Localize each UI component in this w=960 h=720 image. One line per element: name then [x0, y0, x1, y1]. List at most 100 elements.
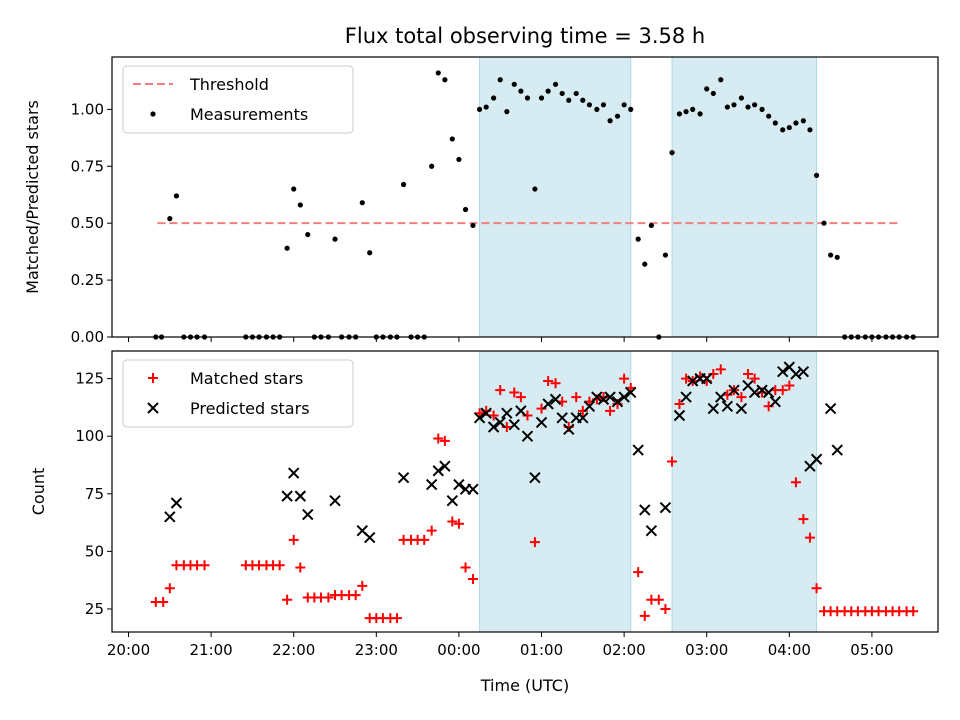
matched-point: [674, 398, 685, 409]
y-tick-label: 0.75: [71, 157, 104, 175]
axes-frame: [111, 56, 939, 338]
predicted-point: [701, 372, 713, 385]
predicted-point: [659, 501, 672, 514]
measurement-point: [291, 186, 297, 192]
matched-point: [571, 392, 582, 403]
matched-point: [323, 592, 334, 603]
y-tick-label: 0.00: [71, 328, 104, 346]
predicted-point: [810, 453, 823, 465]
measurement-point: [559, 90, 565, 97]
matched-point: [529, 537, 540, 548]
predicted-point: [831, 444, 843, 456]
measurement-point: [724, 104, 730, 110]
predicted-point: [281, 490, 293, 502]
predicted-point: [721, 400, 734, 412]
x-tick-label: 00:00: [437, 641, 480, 659]
measurement-point: [580, 97, 586, 103]
matched-point: [419, 534, 430, 545]
measurement-point: [566, 97, 572, 103]
measurement-point: [648, 222, 654, 229]
measurement-point: [793, 120, 799, 126]
matched-point: [660, 603, 671, 614]
measurement-point: [456, 156, 462, 163]
predicted-point: [583, 400, 596, 412]
measurement-point: [662, 252, 669, 258]
predicted-point: [535, 416, 548, 429]
matched-point: [282, 594, 293, 605]
measurement-point: [745, 104, 751, 110]
y-tick-label: 25: [85, 600, 104, 618]
predicted-point: [762, 386, 775, 399]
legend-measurement-swatch: [150, 111, 156, 117]
predicted-point: [480, 407, 492, 419]
x-axis-label: Time (UTC): [480, 676, 569, 695]
predicted-point: [604, 391, 616, 403]
predicted-point: [645, 524, 658, 537]
predicted-point: [508, 418, 520, 431]
measurement-point: [483, 104, 489, 110]
measurement-point: [813, 172, 820, 178]
y-tick-label: 50: [85, 542, 104, 560]
legend-label-threshold: Threshold: [189, 75, 269, 94]
measurement-point: [628, 106, 634, 112]
predicted-point: [364, 531, 376, 544]
matched-point: [350, 590, 361, 601]
matched-point: [515, 392, 526, 403]
legend-label-matched-stars: Matched stars: [190, 369, 303, 388]
measurement-point: [780, 127, 786, 133]
matched-point: [164, 583, 175, 594]
shaded-span: [479, 350, 632, 633]
measurement-point: [359, 200, 365, 206]
measurement-point: [400, 181, 407, 188]
matched-point: [619, 373, 630, 384]
predicted-point: [487, 421, 500, 433]
measurement-point: [683, 109, 689, 115]
measurement-point: [607, 118, 613, 124]
matched-point: [295, 562, 306, 573]
measurement-point: [518, 88, 524, 94]
panel-ratio: 0.00 0.25 0.50 0.75 1.00 Matched/Predicted st…: [23, 56, 939, 346]
predicted-point: [611, 395, 624, 408]
predicted-point: [790, 368, 802, 380]
measurement-point: [367, 250, 373, 256]
matched-point: [811, 583, 822, 594]
predicted-point: [288, 467, 300, 479]
measurement-point: [594, 106, 600, 112]
measurement-point: [332, 236, 338, 242]
matched-point: [633, 567, 644, 578]
predicted-point: [735, 402, 748, 415]
x-tick-label: 20:00: [107, 641, 150, 659]
x-tick-label: 21:00: [190, 641, 233, 659]
predicted-point: [397, 471, 410, 484]
measurement-point: [511, 81, 517, 87]
measurement-point: [429, 163, 435, 169]
predicted-point: [473, 412, 486, 424]
matched-point: [639, 610, 650, 621]
x-tick-label: 05:00: [850, 641, 893, 659]
predicted-point: [432, 465, 444, 477]
measurement-point: [532, 186, 538, 192]
measurement-point: [821, 220, 827, 226]
predicted-point: [467, 483, 479, 495]
measurement-point: [731, 102, 737, 108]
measurement-point: [538, 95, 545, 101]
predicted-point: [686, 375, 699, 387]
measurement-point: [462, 206, 469, 213]
matched-point: [439, 435, 450, 446]
predicted-point: [707, 402, 720, 415]
matched-point: [736, 392, 747, 403]
matched-point: [908, 606, 919, 617]
y-tick-label: 0.25: [71, 271, 104, 289]
predicted-point: [453, 478, 465, 491]
matched-point: [460, 562, 471, 573]
predicted-point: [797, 366, 810, 378]
measurement-point: [167, 216, 173, 222]
predicted-point: [728, 384, 740, 396]
predicted-point: [777, 366, 789, 378]
measurement-point: [676, 111, 683, 117]
predicted-point: [591, 391, 603, 403]
measurement-point: [697, 111, 703, 117]
matched-point: [447, 516, 458, 527]
matched-point: [288, 534, 299, 545]
measurement-point: [710, 90, 716, 97]
